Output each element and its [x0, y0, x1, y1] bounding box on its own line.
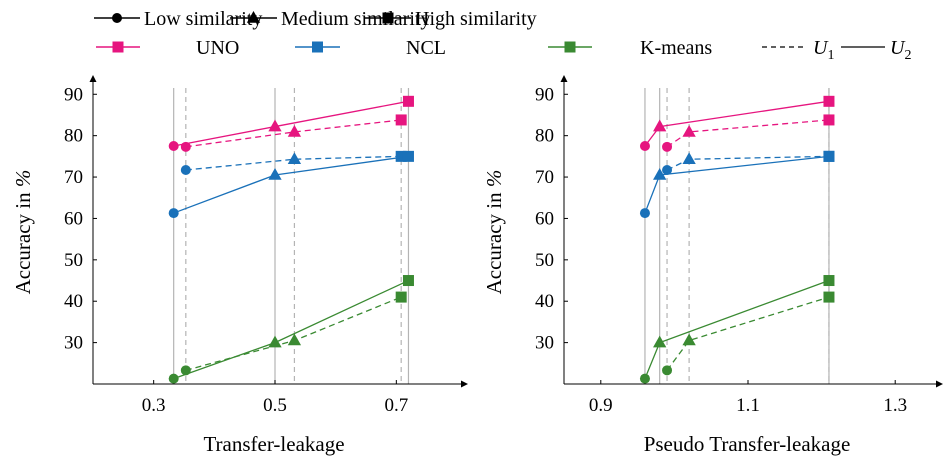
point-ncl-u2-circle: [168, 208, 179, 219]
point-k-means-u2-circle: [639, 373, 650, 384]
legend-marker-ncl: [312, 41, 323, 53]
point-k-means-u1-circle: [662, 365, 673, 376]
point-uno-u2-triangle: [653, 119, 667, 132]
legend-label-u2-sub: 2: [904, 48, 911, 63]
point-ncl-u2-square: [402, 150, 414, 162]
point-k-means-u2-square: [402, 275, 414, 287]
legend-marker-uno: [112, 41, 124, 53]
legend-label-low-similarity: Low similarity: [144, 8, 262, 30]
y-tick-label: 30: [535, 333, 554, 354]
point-ncl-u1-square: [395, 150, 407, 162]
y-tick-label: 70: [64, 167, 83, 188]
y-axis-arrow: [560, 75, 568, 82]
series-line-uno-u2: [173, 100, 409, 147]
series-line-ncl-u1: [185, 155, 402, 171]
y-tick-label: 30: [64, 333, 83, 354]
legend-circle-marker: [112, 13, 122, 23]
legend-label-k-means: K-means: [640, 37, 712, 59]
series-line-uno-u1: [185, 119, 402, 148]
series-line-ncl-u2: [173, 155, 409, 214]
y-axis-label-unit: %: [11, 170, 35, 188]
point-uno-u1-triangle: [682, 124, 696, 137]
point-ncl-u2-triangle: [268, 167, 282, 180]
point-ncl-u1-triangle: [287, 152, 302, 165]
legend-label-u1-sub: 1: [827, 48, 834, 63]
series-line-uno-u1: [666, 119, 830, 148]
series-line-uno-u2: [644, 100, 830, 147]
x-axis-arrow: [936, 380, 943, 388]
legend-label-ncl: NCL: [406, 37, 446, 59]
point-ncl-u2-triangle: [653, 167, 667, 180]
x-tick-label: 1.3: [883, 395, 907, 416]
point-uno-u2-circle: [168, 141, 179, 152]
legend-label-u2: U2: [890, 37, 911, 63]
point-ncl-u2-square: [823, 150, 835, 162]
left-plot: 30 40 50 60 70 80 90 0.3 0.5 0.7 Transfer-leakage A…: [11, 75, 468, 456]
x-axis-label: Pseudo Transfer-leakage: [644, 432, 851, 456]
x-tick-label: 0.7: [384, 395, 408, 416]
y-tick-label: 40: [64, 291, 83, 312]
y-axis-label-unit: %: [482, 170, 506, 188]
point-k-means-u2-square: [823, 275, 835, 287]
point-k-means-u1-triangle: [287, 333, 302, 346]
point-k-means-u2-circle: [168, 373, 179, 384]
series-line-k-means-u2: [644, 279, 830, 379]
y-tick-label: 50: [64, 250, 83, 271]
series-line-k-means-u1: [666, 296, 830, 371]
point-k-means-u1-square: [395, 291, 407, 303]
point-uno-u1-circle: [662, 141, 673, 152]
point-ncl-u1-triangle: [682, 152, 696, 165]
point-k-means-u1-square: [823, 291, 835, 303]
x-tick-label: 1.1: [736, 395, 760, 416]
legend-label-uno: UNO: [196, 37, 239, 59]
y-tick-label: 60: [535, 208, 554, 229]
legend-label-u1: U1: [813, 37, 834, 63]
y-tick-label: 80: [64, 126, 83, 147]
y-axis-arrow: [89, 75, 97, 82]
x-axis-arrow: [461, 380, 468, 388]
point-uno-u2-triangle: [268, 119, 282, 132]
y-axis-label-text: Accuracy in: [11, 187, 35, 294]
point-ncl-u1-circle: [662, 165, 673, 176]
point-uno-u1-square: [823, 114, 835, 126]
x-tick-label: 0.9: [589, 395, 613, 416]
point-k-means-u1-triangle: [682, 333, 696, 346]
y-axis-label: Accuracy in %: [482, 170, 506, 295]
y-tick-label: 40: [535, 291, 554, 312]
x-tick-label: 0.5: [263, 395, 287, 416]
point-uno-u2-square: [823, 95, 835, 107]
point-ncl-u1-circle: [180, 165, 191, 176]
x-axis-label: Transfer-leakage: [203, 432, 344, 456]
legend-square-marker: [382, 12, 394, 24]
y-tick-label: 60: [64, 208, 83, 229]
point-uno-u2-circle: [639, 141, 650, 152]
legend-triangle-marker: [246, 11, 261, 23]
y-axis-label: Accuracy in %: [11, 170, 35, 295]
y-tick-label: 70: [535, 167, 554, 188]
y-tick-label: 80: [535, 126, 554, 147]
x-tick-label: 0.3: [142, 395, 166, 416]
y-tick-label: 50: [535, 250, 554, 271]
y-tick-label: 90: [64, 84, 83, 105]
legend-marker-k-means: [564, 41, 576, 53]
right-plot: 30 40 50 60 70 80 90 0.9 1.1 1.3 Pseudo Transfer-l…: [482, 75, 943, 456]
point-k-means-u2-triangle: [268, 335, 282, 348]
point-uno-u1-triangle: [287, 124, 302, 137]
point-uno-u1-square: [395, 114, 407, 126]
point-k-means-u2-triangle: [653, 335, 667, 348]
y-tick-label: 90: [535, 84, 554, 105]
legend-label-high-similarity: High similarity: [415, 8, 537, 30]
point-ncl-u2-circle: [639, 208, 650, 219]
point-uno-u2-square: [402, 95, 414, 107]
y-axis-label-text: Accuracy in: [482, 187, 506, 294]
series-line-ncl-u2: [644, 155, 830, 214]
legend-label-medium-similarity: Medium similarity: [281, 8, 430, 30]
